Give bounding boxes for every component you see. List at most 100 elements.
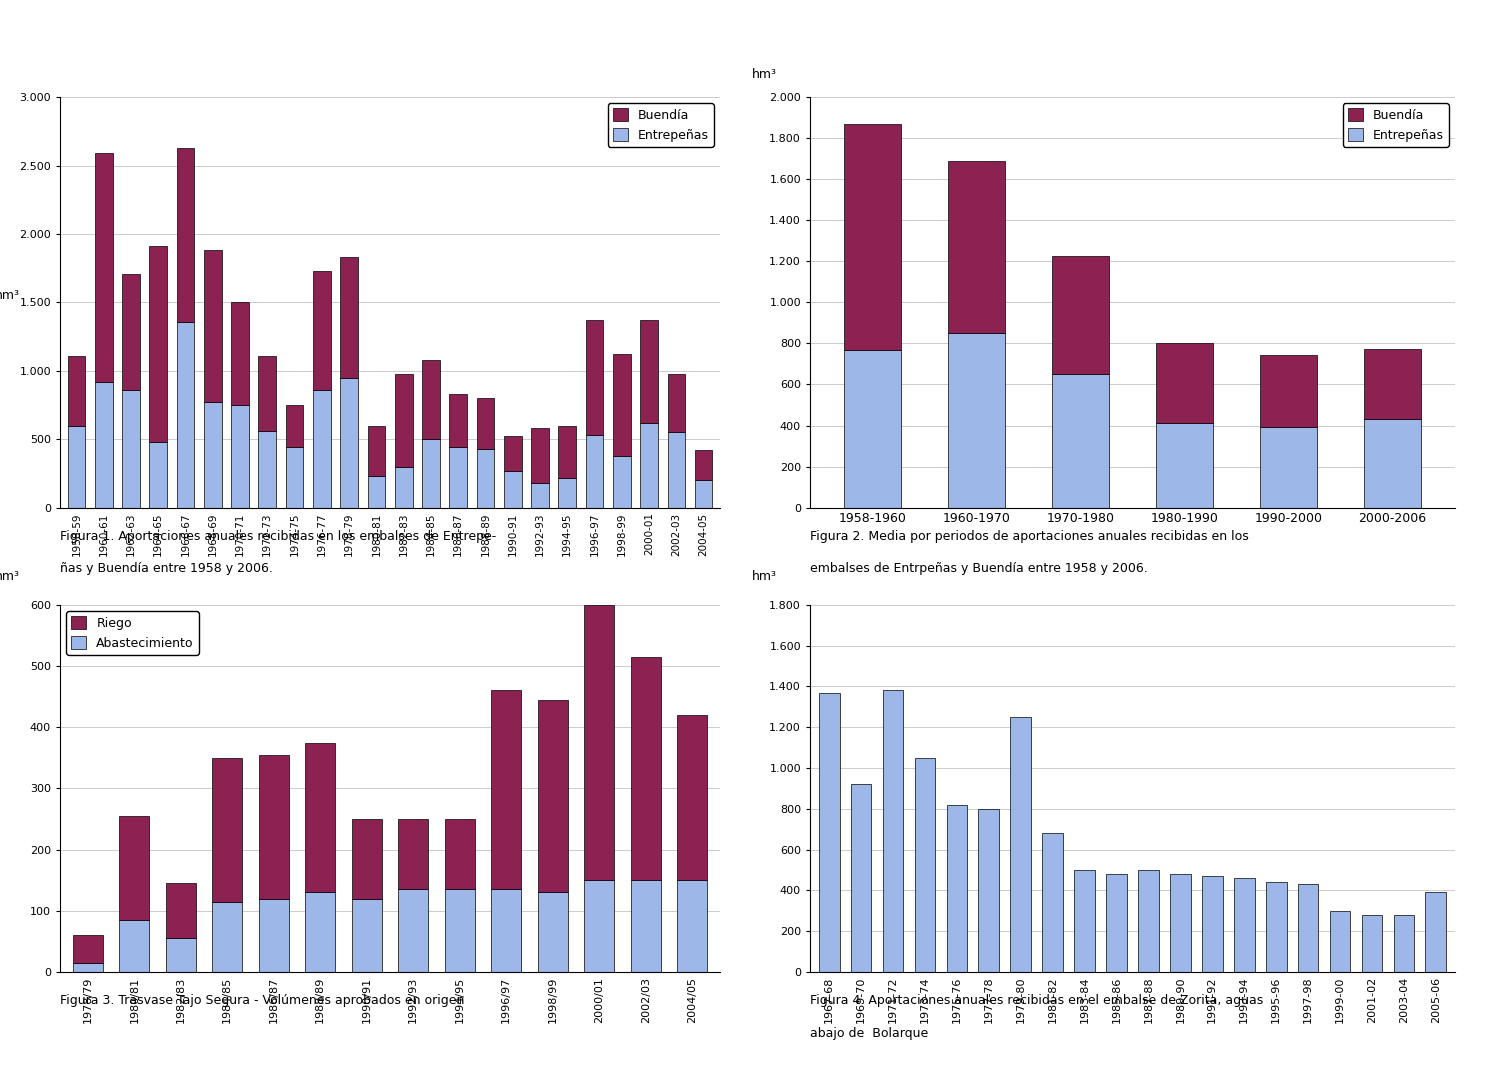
- Bar: [630, 657, 660, 880]
- Bar: [165, 939, 196, 972]
- Bar: [94, 153, 112, 381]
- Bar: [422, 360, 440, 440]
- Bar: [584, 605, 615, 880]
- Legend: Buendía, Entrepeñas: Buendía, Entrepeñas: [608, 104, 714, 147]
- Bar: [676, 880, 706, 972]
- Bar: [285, 405, 303, 447]
- Bar: [150, 246, 166, 442]
- Bar: [231, 302, 249, 405]
- Bar: [177, 322, 195, 508]
- Bar: [490, 890, 522, 972]
- Bar: [694, 450, 712, 481]
- Bar: [368, 476, 386, 508]
- Bar: [314, 271, 330, 390]
- Bar: [398, 890, 429, 972]
- Text: ñas y Buendía entre 1958 y 2006.: ñas y Buendía entre 1958 y 2006.: [60, 563, 273, 576]
- Bar: [1394, 915, 1414, 972]
- Bar: [120, 920, 150, 972]
- Bar: [946, 805, 968, 972]
- Bar: [948, 161, 1005, 333]
- Bar: [258, 355, 276, 431]
- Bar: [490, 690, 522, 890]
- Bar: [676, 715, 706, 880]
- Bar: [504, 436, 522, 471]
- Bar: [211, 902, 243, 972]
- Bar: [584, 880, 615, 972]
- Bar: [351, 899, 382, 972]
- Bar: [819, 692, 840, 972]
- Bar: [450, 447, 466, 508]
- Y-axis label: hm³: hm³: [753, 68, 777, 81]
- Bar: [1364, 419, 1420, 508]
- Bar: [204, 402, 222, 508]
- Bar: [1260, 427, 1317, 508]
- Bar: [844, 350, 901, 508]
- Bar: [477, 449, 495, 508]
- Bar: [150, 442, 166, 508]
- Bar: [258, 899, 290, 972]
- Bar: [558, 426, 576, 477]
- Bar: [422, 440, 440, 508]
- Bar: [444, 890, 476, 972]
- Text: embalses de Entrpeñas y Buendía entre 1958 y 2006.: embalses de Entrpeñas y Buendía entre 19…: [810, 563, 1148, 576]
- Bar: [177, 148, 195, 322]
- Text: Figura 2. Media por periodos de aportaciones anuales recibidas en los: Figura 2. Media por periodos de aportaci…: [810, 530, 1248, 543]
- Text: Figura 3. Trasvase Tajo Segura - Volúmenes aprobados en origen: Figura 3. Trasvase Tajo Segura - Volúmen…: [60, 995, 465, 1008]
- Bar: [258, 431, 276, 508]
- Bar: [74, 935, 104, 963]
- Bar: [1052, 375, 1108, 508]
- Bar: [531, 429, 549, 483]
- Bar: [1052, 256, 1108, 375]
- Bar: [504, 471, 522, 508]
- Bar: [68, 426, 86, 508]
- Bar: [850, 784, 871, 972]
- Text: Figura 4. Aportaciones anuales recibidas en el embalse de Zorita, aguas: Figura 4. Aportaciones anuales recibidas…: [810, 995, 1263, 1008]
- Bar: [122, 390, 140, 508]
- Bar: [74, 963, 104, 972]
- Bar: [1362, 915, 1383, 972]
- Y-axis label: hm³: hm³: [0, 289, 20, 302]
- Bar: [368, 426, 386, 476]
- Bar: [1156, 343, 1214, 423]
- Bar: [68, 355, 86, 426]
- Bar: [668, 374, 686, 432]
- Bar: [1138, 870, 1160, 972]
- Bar: [394, 374, 412, 467]
- Bar: [444, 819, 476, 890]
- Bar: [94, 381, 112, 508]
- Bar: [204, 251, 222, 402]
- Bar: [558, 477, 576, 508]
- Bar: [531, 483, 549, 508]
- Bar: [614, 456, 630, 508]
- Bar: [304, 892, 336, 972]
- Bar: [978, 809, 999, 972]
- Bar: [844, 124, 901, 350]
- Bar: [1425, 892, 1446, 972]
- Bar: [948, 333, 1005, 508]
- Y-axis label: hm³: hm³: [0, 570, 20, 583]
- Bar: [1042, 834, 1064, 972]
- Bar: [640, 422, 658, 508]
- Bar: [694, 481, 712, 508]
- Bar: [231, 405, 249, 508]
- Bar: [668, 432, 686, 508]
- Bar: [1234, 878, 1254, 972]
- Bar: [1156, 423, 1214, 508]
- Bar: [630, 880, 660, 972]
- Bar: [537, 700, 568, 892]
- Bar: [258, 755, 290, 899]
- Bar: [340, 378, 358, 508]
- Bar: [1260, 354, 1317, 427]
- Bar: [211, 758, 243, 902]
- Bar: [165, 883, 196, 939]
- Bar: [340, 257, 358, 378]
- Bar: [1074, 870, 1095, 972]
- Bar: [640, 320, 658, 422]
- Bar: [394, 467, 412, 508]
- Bar: [1202, 876, 1222, 972]
- Bar: [585, 320, 603, 435]
- Bar: [1170, 874, 1191, 972]
- Y-axis label: hm³: hm³: [753, 570, 777, 583]
- Bar: [585, 435, 603, 508]
- Bar: [304, 743, 336, 892]
